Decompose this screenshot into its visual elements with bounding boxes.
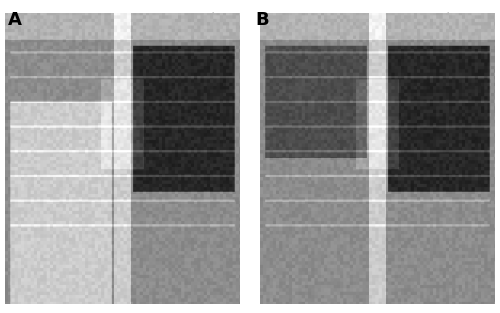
Text: L: L	[211, 12, 219, 27]
Text: A: A	[8, 11, 22, 29]
Text: B: B	[255, 11, 268, 29]
Text: L: L	[446, 12, 454, 27]
